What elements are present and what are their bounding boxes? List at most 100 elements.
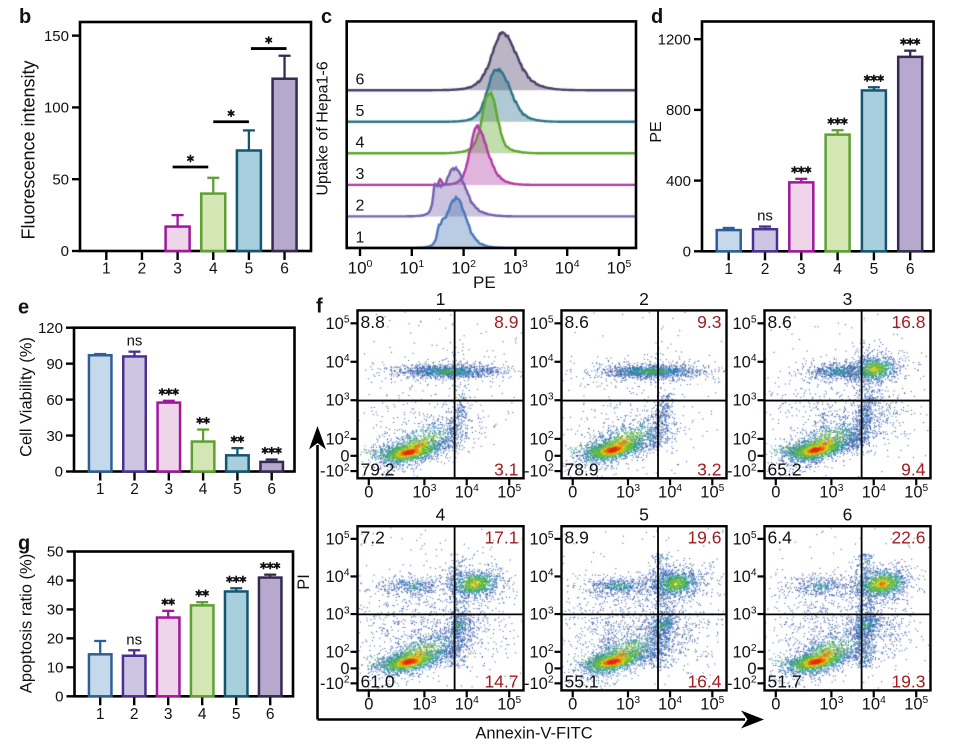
svg-text:104: 104 (529, 568, 553, 586)
svg-text:0: 0 (55, 464, 63, 481)
svg-text:105: 105 (700, 483, 724, 501)
svg-text:103: 103 (325, 391, 349, 409)
svg-text:51.7: 51.7 (768, 671, 802, 691)
svg-text:4: 4 (833, 261, 842, 278)
svg-text:0: 0 (683, 244, 691, 261)
svg-text:103: 103 (503, 258, 528, 277)
svg-text:6: 6 (356, 72, 365, 89)
svg-text:100: 100 (348, 258, 373, 277)
svg-text:-102: -102 (524, 462, 554, 480)
svg-text:105: 105 (732, 530, 756, 548)
svg-text:8.8: 8.8 (361, 312, 385, 332)
svg-text:16.8: 16.8 (891, 312, 925, 332)
svg-text:2: 2 (761, 261, 770, 278)
svg-text:16.4: 16.4 (687, 671, 721, 691)
svg-text:0: 0 (568, 695, 577, 713)
svg-text:103: 103 (325, 605, 349, 623)
svg-text:104: 104 (325, 353, 349, 371)
svg-text:30: 30 (46, 428, 63, 445)
svg-text:103: 103 (412, 483, 436, 501)
svg-text:ns: ns (757, 208, 773, 225)
svg-text:4: 4 (199, 481, 208, 498)
svg-text:PE: PE (648, 121, 665, 142)
svg-text:d: d (651, 6, 663, 28)
svg-text:17.1: 17.1 (484, 528, 518, 548)
svg-text:0: 0 (747, 447, 756, 465)
svg-text:0: 0 (544, 660, 553, 678)
svg-text:g: g (18, 533, 30, 555)
svg-text:103: 103 (529, 605, 553, 623)
svg-text:102: 102 (732, 430, 756, 448)
svg-text:7.2: 7.2 (361, 528, 385, 548)
svg-text:104: 104 (732, 353, 756, 371)
svg-text:9.4: 9.4 (901, 459, 926, 479)
svg-text:105: 105 (325, 315, 349, 333)
svg-text:c: c (321, 6, 332, 28)
svg-text:3: 3 (164, 706, 173, 723)
svg-text:105: 105 (700, 695, 724, 713)
svg-text:5: 5 (356, 103, 365, 120)
svg-text:104: 104 (658, 695, 682, 713)
svg-text:3.1: 3.1 (494, 459, 518, 479)
svg-text:105: 105 (529, 530, 553, 548)
svg-text:40: 40 (47, 573, 64, 590)
svg-text:79.2: 79.2 (361, 459, 395, 479)
svg-text:Fluorescence intensity: Fluorescence intensity (19, 60, 39, 239)
svg-text:103: 103 (732, 391, 756, 409)
svg-text:1: 1 (724, 261, 733, 278)
svg-text:103: 103 (616, 695, 640, 713)
svg-text:22.6: 22.6 (891, 528, 925, 548)
svg-text:PI: PI (295, 574, 313, 590)
svg-text:1: 1 (356, 229, 365, 246)
svg-text:8.9: 8.9 (565, 528, 589, 548)
svg-text:6: 6 (266, 706, 275, 723)
svg-text:2: 2 (130, 706, 139, 723)
svg-text:4: 4 (198, 706, 207, 723)
svg-text:Uptake of Hepa1-6: Uptake of Hepa1-6 (315, 61, 332, 195)
svg-text:-102: -102 (320, 675, 350, 693)
svg-text:2: 2 (639, 289, 649, 309)
svg-text:103: 103 (732, 605, 756, 623)
svg-text:20: 20 (47, 631, 64, 648)
svg-text:-102: -102 (727, 675, 757, 693)
svg-text:103: 103 (412, 695, 436, 713)
svg-text:103: 103 (819, 483, 843, 501)
svg-text:60: 60 (46, 392, 63, 409)
svg-text:105: 105 (607, 258, 632, 277)
svg-text:1: 1 (436, 289, 446, 309)
svg-text:0: 0 (364, 483, 373, 501)
svg-text:104: 104 (658, 483, 682, 501)
svg-text:104: 104 (455, 483, 479, 501)
svg-text:150: 150 (44, 28, 69, 45)
svg-text:102: 102 (529, 430, 553, 448)
svg-text:ns: ns (126, 631, 142, 648)
svg-text:0: 0 (771, 483, 780, 501)
svg-text:0: 0 (61, 243, 69, 260)
svg-text:14.7: 14.7 (484, 671, 518, 691)
svg-text:9.3: 9.3 (697, 312, 721, 332)
svg-text:3: 3 (356, 166, 365, 183)
svg-text:8.6: 8.6 (768, 312, 792, 332)
svg-text:-102: -102 (320, 462, 350, 480)
svg-text:6: 6 (267, 481, 276, 498)
svg-text:6: 6 (906, 261, 915, 278)
svg-text:2: 2 (130, 481, 139, 498)
svg-text:105: 105 (529, 315, 553, 333)
svg-text:105: 105 (904, 695, 928, 713)
svg-text:105: 105 (904, 483, 928, 501)
svg-text:105: 105 (497, 695, 521, 713)
svg-text:104: 104 (529, 353, 553, 371)
svg-text:30: 30 (47, 602, 64, 619)
svg-text:-102: -102 (524, 675, 554, 693)
svg-text:105: 105 (325, 530, 349, 548)
svg-text:5: 5 (639, 505, 649, 525)
svg-text:400: 400 (666, 173, 691, 190)
svg-text:0: 0 (340, 447, 349, 465)
svg-text:0: 0 (364, 695, 373, 713)
svg-text:104: 104 (325, 568, 349, 586)
svg-text:102: 102 (325, 643, 349, 661)
svg-text:Annexin-V-FITC: Annexin-V-FITC (475, 725, 592, 743)
svg-text:78.9: 78.9 (565, 459, 599, 479)
svg-text:5: 5 (232, 706, 241, 723)
svg-text:0: 0 (568, 483, 577, 501)
